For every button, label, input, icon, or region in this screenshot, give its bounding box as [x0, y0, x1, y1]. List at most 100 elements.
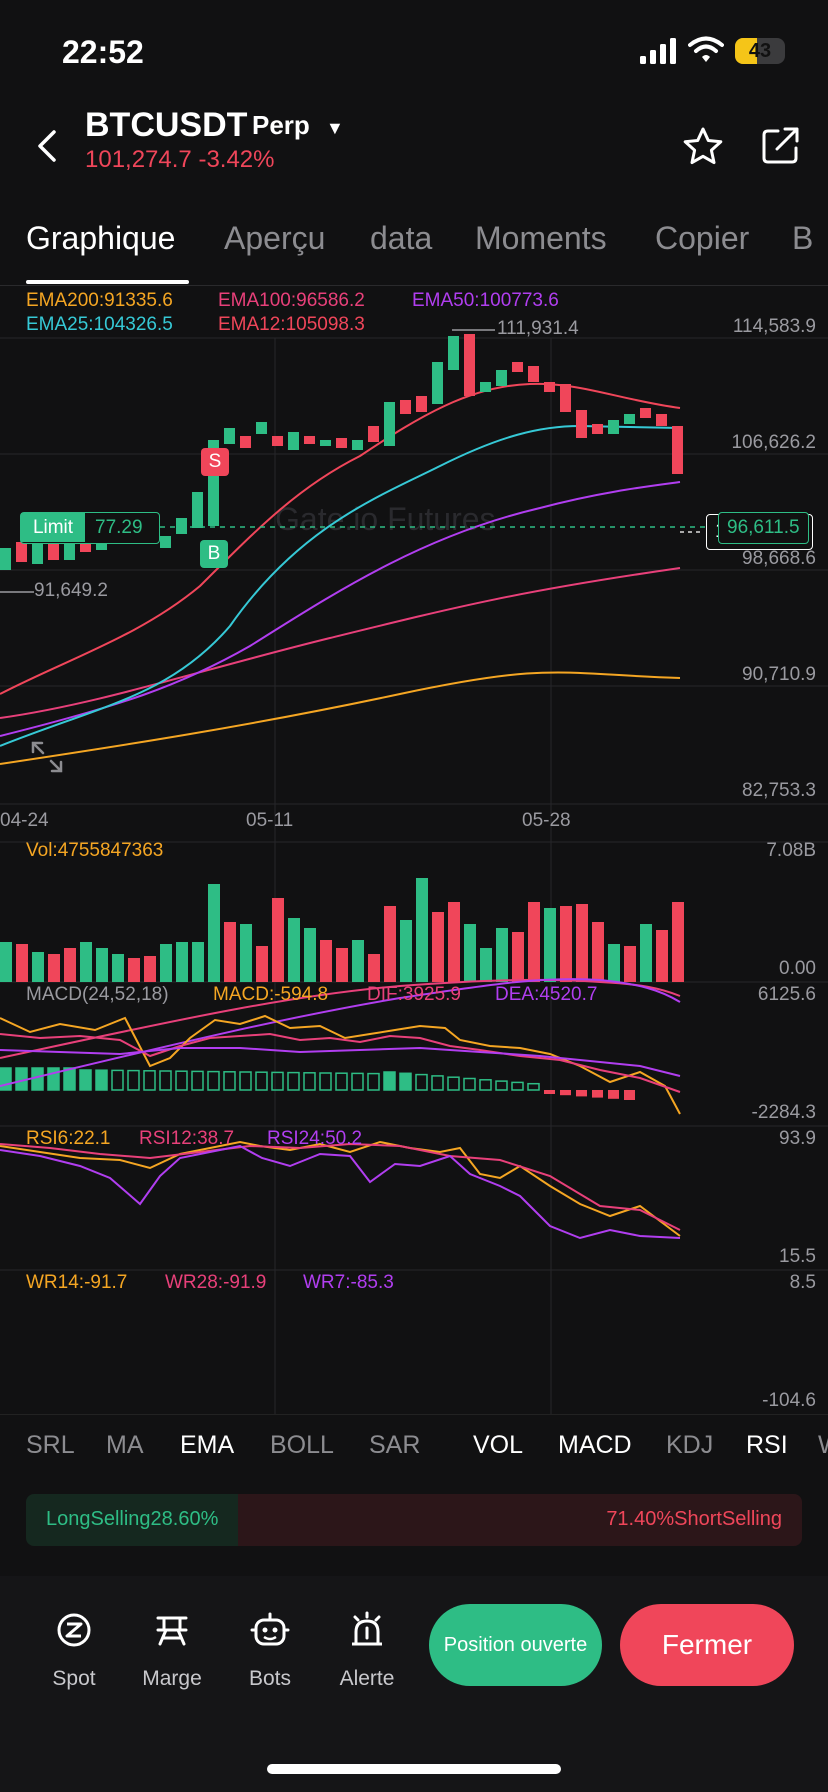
tab-data[interactable]: data: [370, 220, 433, 256]
tab-apercu[interactable]: Aperçu: [224, 220, 326, 256]
candle: [352, 440, 363, 450]
wr7-label: WR7:-85.3: [303, 1272, 394, 1293]
ema25-line: [0, 424, 681, 747]
indicator-more[interactable]: W: [818, 1431, 828, 1460]
indicator-srl[interactable]: SRL: [26, 1431, 75, 1459]
volume-bar: [368, 954, 380, 982]
candle: [528, 366, 539, 382]
macd-bar: [271, 1071, 284, 1091]
candlestick-chart[interactable]: Gate.io Futures: [0, 286, 828, 1414]
nav-marge[interactable]: Marge: [132, 1610, 212, 1691]
wr14-line: [0, 1140, 681, 1237]
volume-bar: [176, 942, 188, 982]
chart-area[interactable]: Gate.io Futures EMA200:91335.6 EMA100:96…: [0, 286, 828, 1414]
open-position-button[interactable]: Position ouverte: [429, 1604, 602, 1686]
limit-value: 77.29: [95, 517, 143, 538]
indicator-ma[interactable]: MA: [106, 1431, 144, 1459]
candle: [640, 408, 651, 418]
macd-bar: [495, 1080, 508, 1091]
indicator-rsi[interactable]: RSI: [746, 1431, 788, 1459]
candle: [464, 334, 475, 396]
volume-bar: [96, 948, 108, 982]
macd-bar: [159, 1070, 172, 1091]
macd-bar: [143, 1070, 156, 1091]
rsi12-line: [0, 1032, 681, 1093]
symbol-title[interactable]: BTCUSDT: [85, 106, 248, 144]
candle: [208, 440, 219, 526]
ema200-label: EMA200:91335.6: [26, 290, 173, 311]
star-icon[interactable]: [682, 126, 724, 166]
volume-bar: [608, 944, 620, 982]
limit-label: Limit: [21, 513, 85, 542]
back-icon[interactable]: [30, 126, 66, 166]
volume-bar: [304, 928, 316, 982]
macd-bar: [576, 1090, 587, 1097]
volume-bar: [240, 924, 252, 982]
rsi12-label: RSI12:38.7: [139, 1128, 235, 1149]
margin-icon: [156, 1616, 188, 1646]
volume-bar: [416, 878, 428, 982]
status-bar: 22:52 43: [0, 0, 828, 96]
indicator-ema[interactable]: EMA: [180, 1431, 235, 1459]
battery-level: 43: [748, 40, 772, 62]
tab-more[interactable]: B: [792, 220, 814, 256]
ema100-line: [0, 567, 681, 719]
limit-order-box[interactable]: Limit 77.29: [20, 512, 160, 544]
battery-icon: 43: [735, 38, 785, 64]
ema12-label: EMA12:105098.3: [218, 314, 365, 335]
indicator-macd[interactable]: MACD: [558, 1431, 632, 1459]
volume-bar: [656, 930, 668, 982]
macd-bar: [319, 1072, 332, 1091]
macd-bar: [63, 1067, 76, 1091]
buy-marker[interactable]: B: [200, 540, 228, 568]
macd-bar: [560, 1090, 571, 1096]
nav-spot[interactable]: Spot: [34, 1610, 114, 1691]
macd-bar: [608, 1090, 619, 1099]
macd-histogram: [0, 1067, 635, 1100]
sell-marker[interactable]: S: [201, 448, 229, 476]
contract-type[interactable]: Perp: [252, 110, 310, 140]
chevron-down-icon[interactable]: ▼: [326, 118, 344, 138]
macd-bar: [527, 1082, 540, 1091]
tab-graphique[interactable]: Graphique: [26, 220, 176, 256]
short-ratio-fill: [238, 1494, 802, 1546]
share-icon[interactable]: [760, 126, 802, 166]
macd-bar: [544, 1090, 555, 1094]
indicator-sar[interactable]: SAR: [369, 1431, 421, 1459]
date-label-2: 05-11: [246, 810, 294, 831]
volume-bar: [576, 904, 588, 982]
indicator-boll[interactable]: BOLL: [270, 1431, 334, 1459]
candle: [416, 396, 427, 412]
indicator-kdj[interactable]: KDJ: [666, 1431, 714, 1459]
ema100-label: EMA100:96586.2: [218, 290, 365, 311]
home-indicator[interactable]: [267, 1764, 561, 1774]
candle: [624, 414, 635, 424]
volume-bar: [224, 922, 236, 982]
close-position-button[interactable]: Fermer: [620, 1604, 794, 1686]
alert-icon: [352, 1611, 382, 1646]
limit-price-tag: 96,611.5: [718, 512, 809, 544]
nav-alerte[interactable]: Alerte: [327, 1610, 407, 1691]
candle: [560, 384, 571, 412]
macd-value: MACD:-594.8: [213, 984, 329, 1005]
macd-bar: [191, 1070, 204, 1091]
volume-bar: [432, 912, 444, 982]
expand-icon[interactable]: [30, 740, 64, 774]
macd-bar: [431, 1075, 444, 1091]
tab-moments[interactable]: Moments: [475, 220, 607, 256]
tab-copier[interactable]: Copier: [655, 220, 750, 256]
volume-bar: [528, 902, 540, 982]
spot-icon: [57, 1613, 91, 1647]
long-ratio-label: LongSelling28.60%: [46, 1508, 219, 1530]
dea-value: DEA:4520.7: [495, 984, 598, 1005]
date-label-3: 05-28: [522, 810, 571, 831]
long-ratio-fill: [26, 1494, 248, 1546]
indicator-vol[interactable]: VOL: [473, 1431, 524, 1459]
low-label: 91,649.2: [34, 580, 108, 601]
candle: [304, 436, 315, 444]
volume-bar: [80, 942, 92, 982]
macd-bar: [239, 1071, 252, 1091]
indicator-bar: SRL MA EMA BOLL SAR VOL MACD KDJ RSI W: [0, 1414, 828, 1476]
nav-bots[interactable]: Bots: [230, 1610, 310, 1691]
volume-bar: [400, 920, 412, 982]
